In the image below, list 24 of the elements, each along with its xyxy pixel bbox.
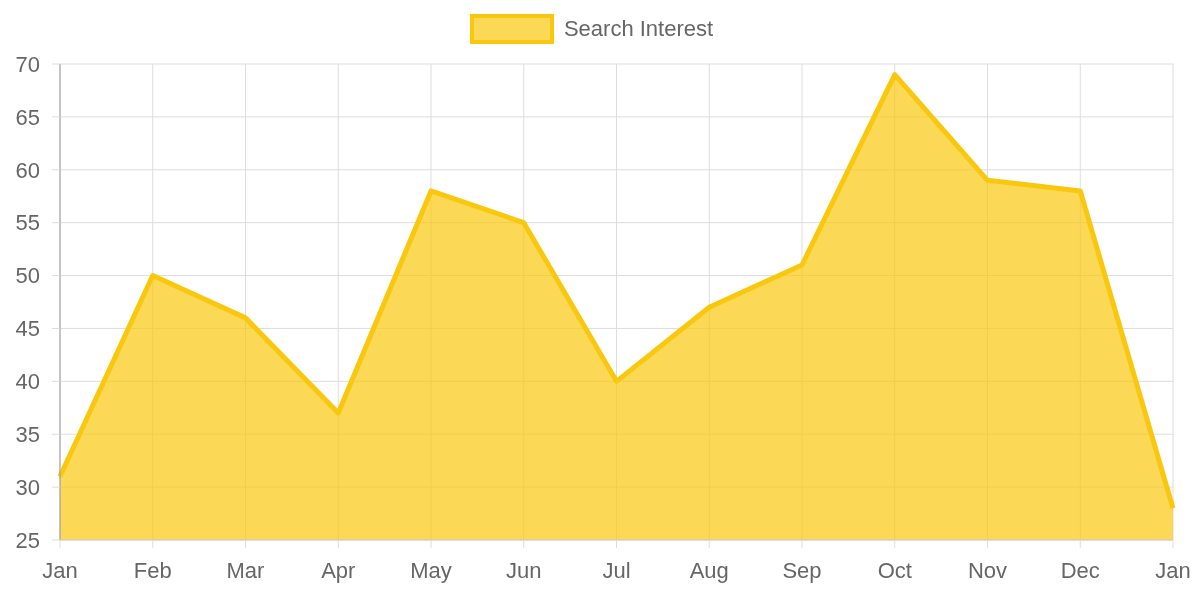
- y-tick-label: 35: [15, 422, 40, 448]
- y-tick-label: 30: [15, 474, 40, 500]
- y-tick-label: 50: [15, 263, 40, 289]
- x-tick-label: May: [410, 557, 452, 583]
- x-tick-label: Nov: [967, 557, 1008, 583]
- y-tick-label: 45: [15, 316, 40, 342]
- y-tick-label: 40: [15, 369, 40, 395]
- x-tick-label: Aug: [689, 557, 729, 583]
- x-tick-label: Jan: [42, 557, 78, 583]
- x-tick-label: Feb: [133, 557, 172, 583]
- x-tick-label: Apr: [321, 557, 356, 583]
- x-tick-label: Jun: [506, 557, 542, 583]
- y-tick-label: 55: [15, 210, 40, 236]
- y-tick-label: 25: [15, 527, 40, 553]
- x-tick-label: Oct: [877, 557, 912, 583]
- x-tick-label: Sep: [782, 557, 822, 583]
- x-tick-label: Jan: [1155, 557, 1191, 583]
- x-tick-label: Dec: [1060, 557, 1100, 583]
- legend-label: Search Interest: [563, 16, 714, 42]
- x-tick-label: Mar: [226, 557, 265, 583]
- y-tick-label: 60: [15, 157, 40, 183]
- y-tick-label: 65: [15, 104, 40, 130]
- y-tick-label: 70: [15, 51, 40, 77]
- x-tick-label: Jul: [602, 557, 631, 583]
